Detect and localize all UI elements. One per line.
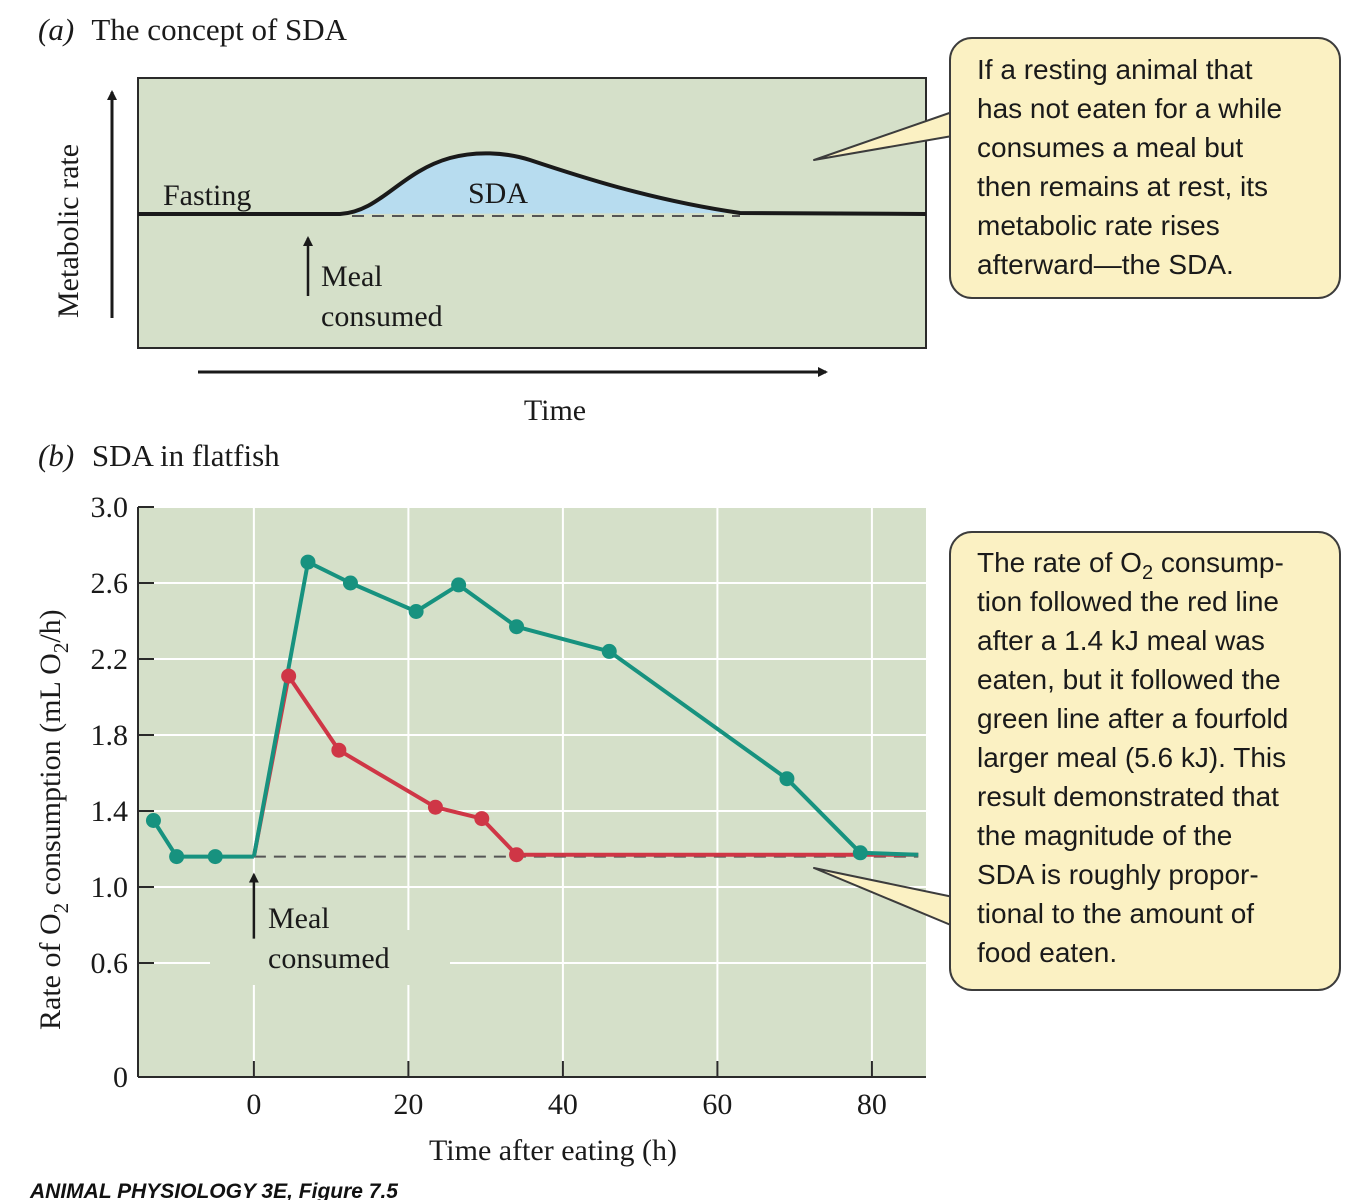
panel-b-grid bbox=[138, 506, 926, 1077]
sda-label: SDA bbox=[468, 177, 528, 210]
callout-b-joint bbox=[952, 893, 962, 933]
panel-a-consumed-label: consumed bbox=[321, 300, 443, 333]
green-data-point bbox=[852, 845, 868, 861]
green-data-point bbox=[451, 577, 467, 593]
green-data-point bbox=[342, 575, 358, 591]
y-tick-label: 1.4 bbox=[91, 795, 129, 828]
panel-b-consumed-label: consumed bbox=[268, 942, 390, 975]
panel-a-heading: (a) The concept of SDA bbox=[38, 12, 348, 47]
callout-a-line: afterward—the SDA. bbox=[977, 249, 1234, 280]
panel-a-title: The concept of SDA bbox=[91, 12, 347, 47]
green-data-point bbox=[601, 643, 617, 659]
panel-b-meal-label: Meal bbox=[268, 902, 330, 935]
fasting-point bbox=[169, 849, 185, 865]
x-tick-label: 60 bbox=[702, 1088, 732, 1121]
y-tick-label: 2.6 bbox=[91, 567, 129, 600]
x-tick-label: 0 bbox=[246, 1088, 261, 1121]
panel-a-meal-label: Meal bbox=[321, 260, 383, 293]
callout-b-subscript: 2 bbox=[1142, 562, 1153, 584]
callout-b-text-part: The rate of O bbox=[977, 547, 1142, 578]
y-label-subscript: 2 bbox=[49, 643, 73, 654]
y-label-part: Rate of O bbox=[34, 913, 67, 1030]
callout-a-line: metabolic rate rises bbox=[977, 210, 1220, 241]
x-tick-label: 20 bbox=[393, 1088, 423, 1121]
red-data-point bbox=[281, 668, 297, 684]
red-data-point bbox=[509, 847, 525, 863]
y-label-subscript: 2 bbox=[49, 903, 73, 914]
panel-b-tick-labels: 0 20 40 60 80 0 0.6 1.0 1.4 1.8 2.2 2.6 3.0 bbox=[91, 491, 887, 1121]
panel-b-y-label: Rate of O2 consumption (mL O2/h) bbox=[34, 609, 73, 1030]
y-tick-label: 2.2 bbox=[91, 643, 129, 676]
panel-b-x-label: Time after eating (h) bbox=[429, 1134, 677, 1167]
callout-a-box bbox=[949, 37, 1341, 299]
callout-b-line: eaten, but it followed the bbox=[977, 664, 1281, 695]
figure-caption: ANIMAL PHYSIOLOGY 3E, Figure 7.5 bbox=[29, 1180, 398, 1200]
sda-area bbox=[352, 153, 740, 214]
callout-a-text: If a resting animal that has not eaten f… bbox=[977, 54, 1282, 280]
callout-b-line: green line after a fourfold bbox=[977, 703, 1288, 734]
callout-a-joint bbox=[952, 105, 962, 141]
fasting-label: Fasting bbox=[163, 179, 251, 212]
x-tick-label: 40 bbox=[548, 1088, 578, 1121]
callout-b-line: food eaten. bbox=[977, 937, 1117, 968]
green-data-point bbox=[300, 554, 316, 570]
panel-a: (a) The concept of SDA Fasting SDA Meal … bbox=[38, 12, 1341, 427]
y-tick-label: 0 bbox=[113, 1061, 128, 1094]
y-tick-label: 0.6 bbox=[91, 947, 129, 980]
metabolic-rate-curve bbox=[138, 151, 927, 216]
panel-a-x-label: Time bbox=[524, 394, 586, 427]
green-data-point bbox=[779, 771, 795, 787]
y-label-part: consumption (mL O bbox=[34, 653, 67, 903]
callout-b-line: result demonstrated that bbox=[977, 781, 1279, 812]
panel-b-letter: (b) bbox=[38, 438, 74, 473]
red-data-point bbox=[427, 799, 443, 815]
y-label-part: /h) bbox=[34, 609, 67, 642]
callout-b-text-part: consump- bbox=[1153, 547, 1284, 578]
green-data-point bbox=[408, 604, 424, 619]
callout-b-line: after a 1.4 kJ meal was bbox=[977, 625, 1265, 656]
x-tick-label: 80 bbox=[857, 1088, 887, 1121]
red-data-point bbox=[331, 742, 347, 758]
panel-b-ticks bbox=[138, 506, 873, 1078]
callout-b-line: tional to the amount of bbox=[977, 898, 1254, 929]
callout-b-line: the magnitude of the bbox=[977, 820, 1232, 851]
panel-a-letter: (a) bbox=[38, 12, 74, 47]
panel-b: (b) SDA in flatfish 0 20 40 60 80 0 0.6 1.0 1.4 1… bbox=[34, 438, 1341, 1167]
callout-b-text: The rate of O2 consump- tion followed th… bbox=[977, 547, 1288, 968]
callout-a-line: consumes a meal but bbox=[977, 132, 1243, 163]
fasting-point bbox=[207, 849, 223, 865]
callout-b-line: larger meal (5.6 kJ). This bbox=[977, 742, 1286, 773]
panel-b-series bbox=[145, 554, 919, 865]
panel-b-plot-area bbox=[138, 507, 926, 1077]
meal-label-backing bbox=[210, 930, 450, 985]
panel-a-y-label: Metabolic rate bbox=[52, 144, 85, 318]
y-tick-label: 3.0 bbox=[91, 491, 129, 524]
panel-b-heading: (b) SDA in flatfish bbox=[38, 438, 280, 473]
callout-a-line: has not eaten for a while bbox=[977, 93, 1282, 124]
green-data-point bbox=[509, 619, 525, 635]
callout-a-line: If a resting animal that bbox=[977, 54, 1253, 85]
red-data-point bbox=[474, 811, 490, 827]
fasting-point bbox=[145, 813, 161, 828]
panel-b-title: SDA in flatfish bbox=[92, 438, 280, 473]
fasting-series-line bbox=[151, 819, 254, 859]
callout-a-line: then remains at rest, its bbox=[977, 171, 1268, 202]
green-series-line bbox=[251, 560, 919, 857]
callout-b-line: SDA is roughly propor- bbox=[977, 859, 1259, 890]
y-tick-label: 1.8 bbox=[91, 719, 129, 752]
callout-b-line: tion followed the red line bbox=[977, 586, 1279, 617]
callout-b-line: The rate of O2 consump- bbox=[977, 547, 1284, 584]
callout-b-box bbox=[949, 531, 1341, 991]
y-tick-label: 1.0 bbox=[91, 871, 129, 904]
